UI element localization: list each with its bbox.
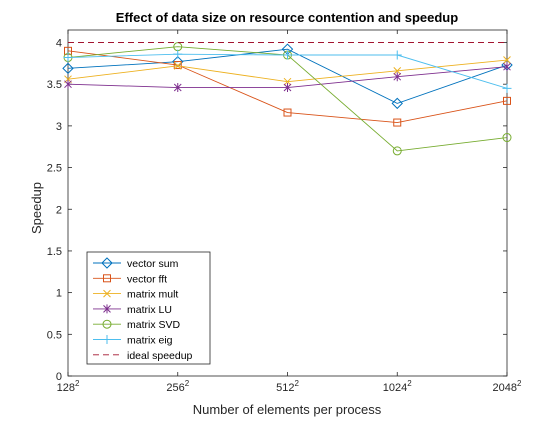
legend-label-matrix-lu: matrix LU — [127, 304, 172, 316]
data-point-matrix-svd — [392, 146, 402, 156]
data-point-vector-fft — [393, 118, 402, 127]
y-tick-label: 0 — [56, 371, 62, 383]
data-point-matrix-mult — [283, 77, 292, 86]
data-point-vector-fft — [173, 61, 182, 70]
data-point-vector-fft — [503, 96, 511, 105]
data-point-matrix-mult — [393, 66, 402, 75]
y-tick-label: 3 — [56, 121, 62, 133]
legend-label-vector-fft: vector fft — [127, 273, 167, 285]
legend-entry-vector-fft: vector fft — [93, 273, 167, 285]
legend-marker-vector-sum — [101, 257, 113, 269]
legend-entry-ideal-speedup: ideal speedup — [93, 350, 193, 362]
x-tick-label: 5122 — [276, 379, 299, 394]
data-point-vector-sum — [391, 97, 403, 110]
legend-label-vector-sum: vector sum — [127, 258, 179, 270]
data-point-matrix-eig — [283, 50, 292, 60]
series-line-vector-sum — [67, 48, 508, 104]
data-point-matrix-eig — [63, 53, 73, 63]
legend-marker-matrix-svd — [102, 319, 112, 329]
y-tick-label: 1 — [56, 288, 62, 300]
legend-marker-vector-fft — [103, 274, 111, 283]
y-tick-label: 4 — [56, 38, 62, 50]
y-tick-label: 3.5 — [47, 79, 62, 91]
data-point-matrix-lu — [173, 83, 182, 93]
y-tick-label: 0.5 — [47, 329, 62, 341]
series-layer — [62, 42, 513, 156]
data-point-vector-sum — [172, 55, 184, 68]
legend-label-matrix-svd: matrix SVD — [127, 319, 181, 331]
series-matrix-lu — [64, 62, 511, 93]
series-vector-fft — [64, 46, 511, 127]
data-point-matrix-eig — [502, 83, 512, 93]
legend-entry-matrix-eig: matrix eig — [93, 335, 173, 347]
data-point-matrix-eig — [173, 49, 183, 59]
data-point-matrix-lu — [393, 72, 402, 82]
x-tick-label: 10242 — [383, 379, 412, 394]
legend-marker-matrix-eig — [102, 335, 112, 344]
data-point-matrix-mult — [503, 56, 511, 64]
legend-label-matrix-eig: matrix eig — [127, 335, 173, 347]
data-point-vector-fft — [283, 108, 292, 117]
data-point-vector-sum — [62, 62, 74, 75]
y-axis-label: Speedup — [29, 182, 44, 234]
legend-label-matrix-mult: matrix mult — [127, 289, 178, 301]
legend-entry-matrix-lu: matrix LU — [93, 304, 172, 316]
legend-marker-matrix-mult — [103, 289, 111, 298]
y-tick-label: 2.5 — [47, 163, 62, 175]
data-point-matrix-lu — [503, 62, 511, 72]
x-tick-label: 20482 — [493, 379, 522, 394]
y-tick-label: 2 — [56, 204, 62, 216]
data-point-matrix-eig — [392, 50, 402, 60]
legend: vector sum vector fft matrix mult matrix LU… — [86, 251, 211, 365]
legend-entry-matrix-svd: matrix SVD — [93, 319, 181, 331]
series-matrix-mult — [64, 56, 511, 86]
legend-entry-matrix-mult: matrix mult — [93, 289, 178, 301]
x-tick-label: 2562 — [166, 379, 189, 394]
chart-title: Effect of data size on resource contenti… — [116, 10, 458, 25]
series-matrix-eig — [63, 49, 512, 93]
data-point-matrix-lu — [64, 79, 72, 89]
legend-entry-vector-sum: vector sum — [93, 257, 179, 270]
x-axis-label: Number of elements per process — [193, 402, 382, 417]
legend-marker-matrix-lu — [103, 304, 111, 314]
series-line-vector-fft — [67, 50, 508, 123]
data-point-matrix-mult — [173, 61, 182, 70]
data-point-matrix-lu — [283, 83, 292, 93]
legend-label-ideal-speedup: ideal speedup — [127, 350, 193, 362]
data-point-matrix-svd — [502, 133, 512, 143]
y-tick-label: 1.5 — [47, 246, 62, 258]
axis-ticks: 0 0.5 1 1.5 2 2.5 3 3.5 4 1282 2562 5122 10242 20482 — [47, 30, 522, 394]
x-tick-label: 1282 — [57, 379, 80, 394]
